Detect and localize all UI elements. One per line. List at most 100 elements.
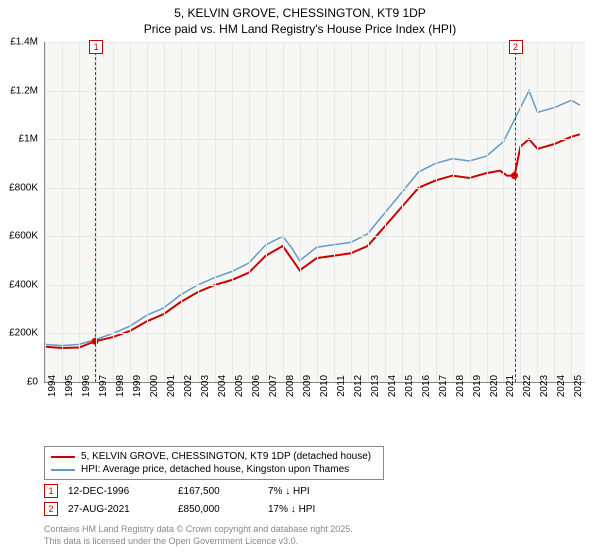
transaction-row-1: 1 12-DEC-1996 £167,500 7% ↓ HPI bbox=[44, 484, 358, 498]
y-tick-label: £1.2M bbox=[10, 85, 38, 96]
x-tick-label: 2013 bbox=[370, 375, 381, 397]
x-gridline bbox=[571, 42, 572, 382]
x-gridline bbox=[503, 42, 504, 382]
x-tick-label: 1999 bbox=[132, 375, 143, 397]
legend-item-price-paid: 5, KELVIN GROVE, CHESSINGTON, KT9 1DP (d… bbox=[51, 450, 377, 463]
x-gridline bbox=[181, 42, 182, 382]
x-tick-label: 2019 bbox=[472, 375, 483, 397]
x-gridline bbox=[487, 42, 488, 382]
x-gridline bbox=[520, 42, 521, 382]
legend-swatch-1 bbox=[51, 456, 75, 458]
x-tick-label: 2007 bbox=[268, 375, 279, 397]
x-tick-label: 2010 bbox=[319, 375, 330, 397]
marker-box-2: 2 bbox=[509, 40, 523, 54]
x-gridline bbox=[385, 42, 386, 382]
marker-line-1 bbox=[95, 42, 96, 382]
title-line-2: Price paid vs. HM Land Registry's House … bbox=[0, 22, 600, 38]
title-line-1: 5, KELVIN GROVE, CHESSINGTON, KT9 1DP bbox=[0, 6, 600, 22]
x-gridline bbox=[419, 42, 420, 382]
x-gridline bbox=[232, 42, 233, 382]
x-tick-label: 1996 bbox=[81, 375, 92, 397]
x-tick-label: 2021 bbox=[505, 375, 516, 397]
x-tick-label: 1998 bbox=[115, 375, 126, 397]
x-tick-label: 2016 bbox=[421, 375, 432, 397]
x-tick-label: 2004 bbox=[217, 375, 228, 397]
y-tick-label: £200K bbox=[9, 328, 38, 339]
x-tick-label: 1997 bbox=[98, 375, 109, 397]
marker-box-1: 1 bbox=[89, 40, 103, 54]
transaction-pct-2: 17% ↓ HPI bbox=[268, 504, 358, 515]
transaction-price-2: £850,000 bbox=[178, 504, 258, 515]
x-gridline bbox=[249, 42, 250, 382]
transaction-pct-1: 7% ↓ HPI bbox=[268, 486, 358, 497]
plot-background: 12 bbox=[44, 42, 585, 383]
transaction-row-2: 2 27-AUG-2021 £850,000 17% ↓ HPI bbox=[44, 502, 358, 516]
x-gridline bbox=[537, 42, 538, 382]
series-price_paid bbox=[45, 134, 580, 348]
x-tick-label: 2008 bbox=[285, 375, 296, 397]
x-tick-label: 2000 bbox=[149, 375, 160, 397]
x-gridline bbox=[554, 42, 555, 382]
x-tick-label: 2011 bbox=[336, 375, 347, 397]
marker-badge-2: 2 bbox=[44, 502, 58, 516]
y-tick-label: £800K bbox=[9, 182, 38, 193]
x-gridline bbox=[283, 42, 284, 382]
x-gridline bbox=[266, 42, 267, 382]
x-tick-label: 2020 bbox=[489, 375, 500, 397]
chart-title: 5, KELVIN GROVE, CHESSINGTON, KT9 1DP Pr… bbox=[0, 0, 600, 37]
y-tick-label: £400K bbox=[9, 279, 38, 290]
x-gridline bbox=[130, 42, 131, 382]
x-tick-label: 2014 bbox=[387, 375, 398, 397]
x-gridline bbox=[436, 42, 437, 382]
chart-container: 5, KELVIN GROVE, CHESSINGTON, KT9 1DP Pr… bbox=[0, 0, 600, 560]
footer-line-1: Contains HM Land Registry data © Crown c… bbox=[44, 524, 353, 536]
footer: Contains HM Land Registry data © Crown c… bbox=[44, 524, 353, 547]
y-tick-label: £0 bbox=[27, 377, 38, 388]
legend-label-2: HPI: Average price, detached house, King… bbox=[81, 464, 349, 475]
y-tick-label: £600K bbox=[9, 231, 38, 242]
x-gridline bbox=[317, 42, 318, 382]
x-tick-label: 2022 bbox=[522, 375, 533, 397]
x-tick-label: 2012 bbox=[353, 375, 364, 397]
x-gridline bbox=[351, 42, 352, 382]
x-tick-label: 1995 bbox=[64, 375, 75, 397]
x-gridline bbox=[453, 42, 454, 382]
transaction-price-1: £167,500 bbox=[178, 486, 258, 497]
x-gridline bbox=[164, 42, 165, 382]
x-gridline bbox=[368, 42, 369, 382]
x-tick-label: 2003 bbox=[200, 375, 211, 397]
x-gridline bbox=[45, 42, 46, 382]
transaction-date-1: 12-DEC-1996 bbox=[68, 486, 168, 497]
legend-item-hpi: HPI: Average price, detached house, King… bbox=[51, 463, 377, 476]
legend-label-1: 5, KELVIN GROVE, CHESSINGTON, KT9 1DP (d… bbox=[81, 451, 371, 462]
x-gridline bbox=[334, 42, 335, 382]
x-tick-label: 2017 bbox=[438, 375, 449, 397]
x-tick-label: 2001 bbox=[166, 375, 177, 397]
transaction-rows: 1 12-DEC-1996 £167,500 7% ↓ HPI 2 27-AUG… bbox=[44, 484, 358, 520]
x-tick-label: 1994 bbox=[47, 375, 58, 397]
marker-line-2 bbox=[515, 42, 516, 382]
x-gridline bbox=[300, 42, 301, 382]
x-gridline bbox=[113, 42, 114, 382]
x-gridline bbox=[62, 42, 63, 382]
x-tick-label: 2002 bbox=[183, 375, 194, 397]
legend: 5, KELVIN GROVE, CHESSINGTON, KT9 1DP (d… bbox=[44, 446, 384, 480]
y-tick-label: £1.4M bbox=[10, 37, 38, 48]
footer-line-2: This data is licensed under the Open Gov… bbox=[44, 536, 353, 548]
x-gridline bbox=[147, 42, 148, 382]
x-tick-label: 2005 bbox=[234, 375, 245, 397]
marker-badge-1: 1 bbox=[44, 484, 58, 498]
chart-area: 12 £0£200K£400K£600K£800K£1M£1.2M£1.4M19… bbox=[44, 42, 584, 412]
transaction-date-2: 27-AUG-2021 bbox=[68, 504, 168, 515]
x-gridline bbox=[79, 42, 80, 382]
x-tick-label: 2024 bbox=[556, 375, 567, 397]
legend-swatch-2 bbox=[51, 469, 75, 471]
x-tick-label: 2023 bbox=[539, 375, 550, 397]
x-tick-label: 2009 bbox=[302, 375, 313, 397]
x-tick-label: 2015 bbox=[404, 375, 415, 397]
x-tick-label: 2006 bbox=[251, 375, 262, 397]
x-tick-label: 2025 bbox=[573, 375, 584, 397]
x-tick-label: 2018 bbox=[455, 375, 466, 397]
x-gridline bbox=[470, 42, 471, 382]
x-gridline bbox=[198, 42, 199, 382]
